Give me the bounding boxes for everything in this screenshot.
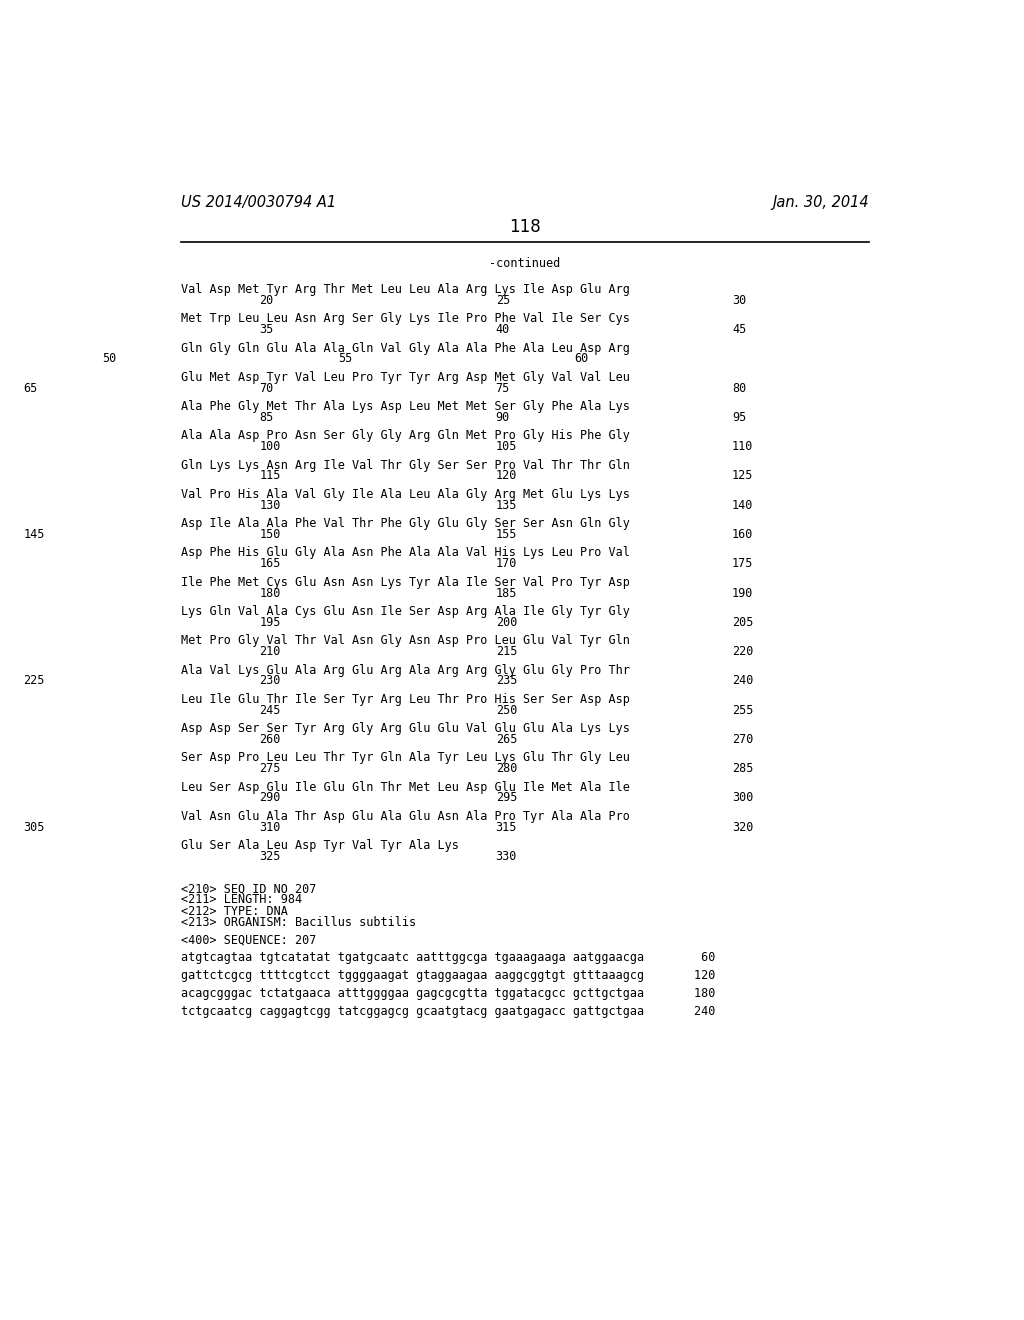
Text: 280: 280 (496, 762, 517, 775)
Text: <211> LENGTH: 984: <211> LENGTH: 984 (180, 894, 302, 907)
Text: 45: 45 (732, 323, 746, 337)
Text: 210: 210 (259, 645, 281, 659)
Text: Ile Phe Met Cys Glu Asn Asn Lys Tyr Ala Ile Ser Val Pro Tyr Asp: Ile Phe Met Cys Glu Asn Asn Lys Tyr Ala … (180, 576, 630, 589)
Text: 130: 130 (259, 499, 281, 512)
Text: 200: 200 (496, 615, 517, 628)
Text: US 2014/0030794 A1: US 2014/0030794 A1 (180, 195, 336, 210)
Text: 235: 235 (496, 675, 517, 688)
Text: Asp Asp Ser Ser Tyr Arg Gly Arg Glu Glu Val Glu Glu Ala Lys Lys: Asp Asp Ser Ser Tyr Arg Gly Arg Glu Glu … (180, 722, 630, 735)
Text: 125: 125 (732, 470, 754, 483)
Text: 120: 120 (496, 470, 517, 483)
Text: 220: 220 (732, 645, 754, 659)
Text: 305: 305 (24, 821, 45, 834)
Text: 285: 285 (732, 762, 754, 775)
Text: <213> ORGANISM: Bacillus subtilis: <213> ORGANISM: Bacillus subtilis (180, 916, 416, 929)
Text: Val Asn Glu Ala Thr Asp Glu Ala Glu Asn Ala Pro Tyr Ala Ala Pro: Val Asn Glu Ala Thr Asp Glu Ala Glu Asn … (180, 810, 630, 822)
Text: 155: 155 (496, 528, 517, 541)
Text: 30: 30 (732, 294, 746, 308)
Text: 225: 225 (24, 675, 45, 688)
Text: 100: 100 (259, 441, 281, 453)
Text: 195: 195 (259, 615, 281, 628)
Text: 75: 75 (496, 381, 510, 395)
Text: 35: 35 (259, 323, 273, 337)
Text: 250: 250 (496, 704, 517, 717)
Text: 315: 315 (496, 821, 517, 834)
Text: 145: 145 (24, 528, 45, 541)
Text: 115: 115 (259, 470, 281, 483)
Text: 325: 325 (259, 850, 281, 863)
Text: 295: 295 (496, 792, 517, 804)
Text: atgtcagtaa tgtcatatat tgatgcaatc aatttggcga tgaaagaaga aatggaacga        60: atgtcagtaa tgtcatatat tgatgcaatc aatttgg… (180, 952, 715, 965)
Text: 170: 170 (496, 557, 517, 570)
Text: 180: 180 (259, 586, 281, 599)
Text: 95: 95 (732, 411, 746, 424)
Text: Asp Phe His Glu Gly Ala Asn Phe Ala Ala Val His Lys Leu Pro Val: Asp Phe His Glu Gly Ala Asn Phe Ala Ala … (180, 546, 630, 560)
Text: 70: 70 (259, 381, 273, 395)
Text: 190: 190 (732, 586, 754, 599)
Text: 260: 260 (259, 733, 281, 746)
Text: 65: 65 (24, 381, 38, 395)
Text: Lys Gln Val Ala Cys Glu Asn Ile Ser Asp Arg Ala Ile Gly Tyr Gly: Lys Gln Val Ala Cys Glu Asn Ile Ser Asp … (180, 605, 630, 618)
Text: 245: 245 (259, 704, 281, 717)
Text: Val Asp Met Tyr Arg Thr Met Leu Leu Ala Arg Lys Ile Asp Glu Arg: Val Asp Met Tyr Arg Thr Met Leu Leu Ala … (180, 284, 630, 296)
Text: Ala Val Lys Glu Ala Arg Glu Arg Ala Arg Arg Gly Glu Gly Pro Thr: Ala Val Lys Glu Ala Arg Glu Arg Ala Arg … (180, 664, 630, 677)
Text: 150: 150 (259, 528, 281, 541)
Text: 300: 300 (732, 792, 754, 804)
Text: -continued: -continued (489, 257, 560, 271)
Text: 290: 290 (259, 792, 281, 804)
Text: Gln Lys Lys Asn Arg Ile Val Thr Gly Ser Ser Pro Val Thr Thr Gln: Gln Lys Lys Asn Arg Ile Val Thr Gly Ser … (180, 459, 630, 471)
Text: 85: 85 (259, 411, 273, 424)
Text: Asp Ile Ala Ala Phe Val Thr Phe Gly Glu Gly Ser Ser Asn Gln Gly: Asp Ile Ala Ala Phe Val Thr Phe Gly Glu … (180, 517, 630, 531)
Text: Ala Phe Gly Met Thr Ala Lys Asp Leu Met Met Ser Gly Phe Ala Lys: Ala Phe Gly Met Thr Ala Lys Asp Leu Met … (180, 400, 630, 413)
Text: 275: 275 (259, 762, 281, 775)
Text: 50: 50 (102, 352, 116, 366)
Text: Leu Ser Asp Glu Ile Glu Gln Thr Met Leu Asp Glu Ile Met Ala Ile: Leu Ser Asp Glu Ile Glu Gln Thr Met Leu … (180, 780, 630, 793)
Text: Val Pro His Ala Val Gly Ile Ala Leu Ala Gly Arg Met Glu Lys Lys: Val Pro His Ala Val Gly Ile Ala Leu Ala … (180, 488, 630, 502)
Text: 310: 310 (259, 821, 281, 834)
Text: Met Trp Leu Leu Asn Arg Ser Gly Lys Ile Pro Phe Val Ile Ser Cys: Met Trp Leu Leu Asn Arg Ser Gly Lys Ile … (180, 313, 630, 326)
Text: 175: 175 (732, 557, 754, 570)
Text: 215: 215 (496, 645, 517, 659)
Text: Leu Ile Glu Thr Ile Ser Tyr Arg Leu Thr Pro His Ser Ser Asp Asp: Leu Ile Glu Thr Ile Ser Tyr Arg Leu Thr … (180, 693, 630, 706)
Text: gattctcgcg ttttcgtcct tggggaagat gtaggaagaa aaggcggtgt gtttaaagcg       120: gattctcgcg ttttcgtcct tggggaagat gtaggaa… (180, 969, 715, 982)
Text: 255: 255 (732, 704, 754, 717)
Text: Met Pro Gly Val Thr Val Asn Gly Asn Asp Pro Leu Glu Val Tyr Gln: Met Pro Gly Val Thr Val Asn Gly Asn Asp … (180, 635, 630, 647)
Text: Jan. 30, 2014: Jan. 30, 2014 (772, 195, 869, 210)
Text: 110: 110 (732, 441, 754, 453)
Text: Ser Asp Pro Leu Leu Thr Tyr Gln Ala Tyr Leu Lys Glu Thr Gly Leu: Ser Asp Pro Leu Leu Thr Tyr Gln Ala Tyr … (180, 751, 630, 764)
Text: <210> SEQ ID NO 207: <210> SEQ ID NO 207 (180, 882, 316, 895)
Text: 20: 20 (259, 294, 273, 308)
Text: 135: 135 (496, 499, 517, 512)
Text: 270: 270 (732, 733, 754, 746)
Text: 205: 205 (732, 615, 754, 628)
Text: Gln Gly Gln Glu Ala Ala Gln Val Gly Ala Ala Phe Ala Leu Asp Arg: Gln Gly Gln Glu Ala Ala Gln Val Gly Ala … (180, 342, 630, 355)
Text: 80: 80 (732, 381, 746, 395)
Text: Glu Ser Ala Leu Asp Tyr Val Tyr Ala Lys: Glu Ser Ala Leu Asp Tyr Val Tyr Ala Lys (180, 840, 459, 853)
Text: 25: 25 (496, 294, 510, 308)
Text: 55: 55 (338, 352, 352, 366)
Text: 90: 90 (496, 411, 510, 424)
Text: 185: 185 (496, 586, 517, 599)
Text: 60: 60 (574, 352, 589, 366)
Text: 118: 118 (509, 218, 541, 236)
Text: acagcgggac tctatgaaca atttggggaa gagcgcgtta tggatacgcc gcttgctgaa       180: acagcgggac tctatgaaca atttggggaa gagcgcg… (180, 987, 715, 1001)
Text: <400> SEQUENCE: 207: <400> SEQUENCE: 207 (180, 933, 316, 946)
Text: 265: 265 (496, 733, 517, 746)
Text: 160: 160 (732, 528, 754, 541)
Text: tctgcaatcg caggagtcgg tatcggagcg gcaatgtacg gaatgagacc gattgctgaa       240: tctgcaatcg caggagtcgg tatcggagcg gcaatgt… (180, 1005, 715, 1018)
Text: Ala Ala Asp Pro Asn Ser Gly Gly Arg Gln Met Pro Gly His Phe Gly: Ala Ala Asp Pro Asn Ser Gly Gly Arg Gln … (180, 429, 630, 442)
Text: 240: 240 (732, 675, 754, 688)
Text: 105: 105 (496, 441, 517, 453)
Text: 140: 140 (732, 499, 754, 512)
Text: <212> TYPE: DNA: <212> TYPE: DNA (180, 904, 288, 917)
Text: 320: 320 (732, 821, 754, 834)
Text: 230: 230 (259, 675, 281, 688)
Text: 40: 40 (496, 323, 510, 337)
Text: 165: 165 (259, 557, 281, 570)
Text: 330: 330 (496, 850, 517, 863)
Text: Glu Met Asp Tyr Val Leu Pro Tyr Tyr Arg Asp Met Gly Val Val Leu: Glu Met Asp Tyr Val Leu Pro Tyr Tyr Arg … (180, 371, 630, 384)
